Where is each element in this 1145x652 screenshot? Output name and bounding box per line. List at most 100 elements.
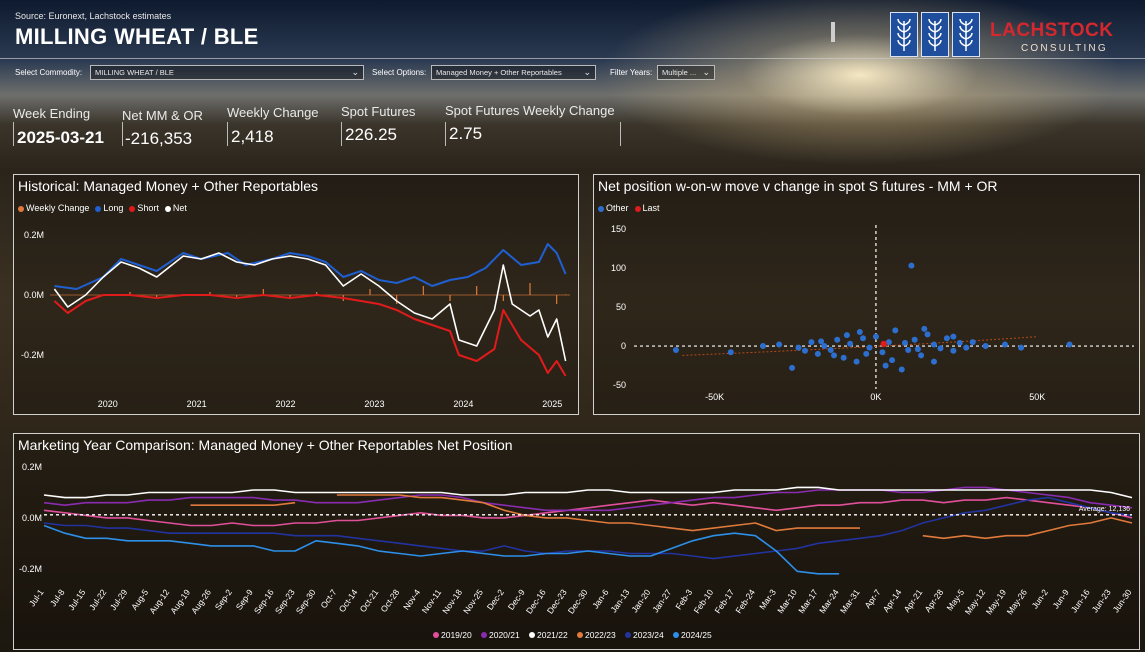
legend-label: 2019/20 bbox=[441, 630, 472, 640]
kpi-separator bbox=[227, 122, 228, 146]
legend-weekly-change[interactable]: Weekly Change bbox=[18, 203, 89, 213]
marketing-year-chart: 0.2M 0.0M -0.2M Jul-1 Jul-8 Jul-15 Jul-22 Jul-2… bbox=[19, 462, 1134, 640]
years-select-value: Multiple ... bbox=[662, 68, 697, 77]
scatter-point-other bbox=[963, 344, 970, 351]
x-tick-label: Feb-10 bbox=[692, 587, 716, 615]
scatter-point-other bbox=[892, 327, 899, 334]
x-tick-label: Feb-17 bbox=[712, 587, 736, 615]
kpi-separator bbox=[445, 122, 446, 146]
legend-dot bbox=[481, 632, 487, 638]
y-tick-label: 0.2M bbox=[22, 462, 42, 472]
x-tick-label: Jul-22 bbox=[87, 587, 109, 612]
page-title: MILLING WHEAT / BLE bbox=[15, 24, 259, 49]
kpi-spot-change-value: 2.75 bbox=[449, 124, 483, 143]
legend-label: 2020/21 bbox=[489, 630, 520, 640]
legend-dot bbox=[673, 632, 679, 638]
years-select[interactable]: Multiple ... ⌄ bbox=[657, 65, 715, 80]
scatter-point-other bbox=[827, 346, 834, 353]
kpi-spot-futures-label: Spot Futures bbox=[341, 104, 416, 119]
scatter-point-other bbox=[982, 343, 989, 350]
options-select-value: Managed Money + Other Reportables bbox=[436, 68, 562, 77]
scatter-point-other bbox=[808, 339, 815, 346]
legend-label: 2024/25 bbox=[681, 630, 712, 640]
legend-last[interactable]: Last bbox=[634, 203, 660, 213]
x-tick-label: Jan-13 bbox=[608, 587, 631, 614]
logo bbox=[890, 12, 980, 57]
x-tick-label: 2021 bbox=[187, 399, 207, 409]
x-tick-label: Aug-12 bbox=[147, 587, 171, 615]
scatter-point-other bbox=[921, 325, 928, 332]
kpi-spot-change-label: Spot Futures Weekly Change bbox=[445, 103, 615, 118]
average-label: Average: 12,136 bbox=[1079, 506, 1130, 513]
scatter-point-other bbox=[818, 338, 825, 345]
scatter-point-other bbox=[727, 349, 734, 356]
x-tick-label: 50K bbox=[1029, 392, 1045, 402]
options-select[interactable]: Managed Money + Other Reportables ⌄ bbox=[431, 65, 596, 80]
x-tick-label: Sep-2 bbox=[213, 587, 234, 612]
x-tick-label: 2020 bbox=[98, 399, 118, 409]
legend-short[interactable]: Short bbox=[129, 203, 159, 213]
x-tick-label: Jun-9 bbox=[1050, 587, 1071, 610]
logo-name: LACHSTOCK bbox=[990, 20, 1114, 41]
kpi-weekly-change-value: 2,418 bbox=[231, 127, 274, 146]
scatter-point-other bbox=[1018, 344, 1025, 351]
y-tick-label: 0 bbox=[621, 341, 626, 351]
kpi-separator bbox=[341, 122, 342, 146]
x-tick-label: May-26 bbox=[1005, 587, 1030, 616]
x-tick-label: Dec-9 bbox=[506, 587, 527, 612]
chevron-down-icon: ⌄ bbox=[702, 67, 710, 77]
scatter-point-other bbox=[950, 333, 957, 340]
scatter-point-other bbox=[1001, 341, 1008, 348]
kpi-weekly-change-label: Weekly Change bbox=[227, 105, 319, 120]
marketing-year-title: Marketing Year Comparison: Managed Money… bbox=[18, 437, 513, 453]
legend-other[interactable]: Other bbox=[598, 203, 629, 213]
options-filter-label: Select Options: bbox=[372, 68, 427, 77]
x-tick-label: Oct-14 bbox=[337, 587, 360, 614]
scatter-point-other bbox=[931, 341, 937, 348]
x-tick-label: Oct-28 bbox=[379, 587, 402, 614]
x-tick-label: Jan-6 bbox=[590, 587, 611, 610]
series-line-net bbox=[53, 252, 567, 362]
legend-net[interactable]: Net bbox=[164, 203, 187, 213]
x-tick-label: Mar-17 bbox=[796, 587, 820, 615]
scatter-point-other bbox=[672, 346, 679, 353]
x-tick-label: Mar-10 bbox=[775, 587, 799, 615]
x-tick-label: Sep-30 bbox=[294, 587, 318, 615]
source-note: Source: Euronext, Lachstock estimates bbox=[15, 11, 172, 21]
x-tick-label: Jul-15 bbox=[66, 587, 88, 612]
x-tick-label: Aug-5 bbox=[129, 587, 150, 612]
scatter-point-other bbox=[853, 358, 860, 365]
x-tick-label: Jun-23 bbox=[1090, 587, 1113, 614]
scatter-point-other bbox=[872, 333, 879, 340]
scatter-point-other bbox=[908, 262, 915, 269]
logo-subtitle: CONSULTING bbox=[1021, 43, 1108, 54]
commodity-select[interactable]: MILLING WHEAT / BLE ⌄ bbox=[90, 65, 364, 80]
y-tick-label: 150 bbox=[611, 224, 626, 234]
scatter-point-last bbox=[880, 340, 887, 348]
x-tick-label: -50K bbox=[705, 392, 724, 402]
scatter-point-other bbox=[901, 339, 908, 346]
x-tick-label: Oct-21 bbox=[358, 587, 381, 614]
header-rule bbox=[0, 58, 1145, 59]
scatter-point-other bbox=[911, 336, 918, 343]
x-tick-label: Oct-7 bbox=[318, 587, 338, 610]
y-tick-label: 50 bbox=[616, 302, 626, 312]
scatter-point-other bbox=[937, 345, 944, 352]
legend-long[interactable]: Long bbox=[95, 203, 123, 213]
kpi-week-ending-label: Week Ending bbox=[13, 106, 91, 121]
historical-chart: 0.2M 0.0M -0.2M 2020 2021 2022 2023 2024 2025 bbox=[21, 230, 570, 409]
x-tick-label: Sep-23 bbox=[273, 587, 297, 615]
scatter-point-other bbox=[831, 352, 837, 359]
x-tick-label: Aug-19 bbox=[168, 587, 192, 615]
x-tick-label: 2023 bbox=[364, 399, 384, 409]
x-tick-label: Apr-28 bbox=[923, 587, 946, 614]
chevron-down-icon: ⌄ bbox=[351, 67, 359, 77]
scatter-point-other bbox=[969, 339, 976, 346]
x-tick-label: May-12 bbox=[963, 587, 988, 616]
historical-legend: Weekly Change Long Short Net bbox=[18, 203, 187, 213]
marketing-year-panel: Marketing Year Comparison: Managed Money… bbox=[13, 433, 1140, 650]
scatter-point-other bbox=[789, 364, 796, 371]
kpi-separator bbox=[122, 122, 123, 146]
scatter-point-other bbox=[889, 357, 896, 364]
legend-label: 2022/23 bbox=[585, 630, 616, 640]
